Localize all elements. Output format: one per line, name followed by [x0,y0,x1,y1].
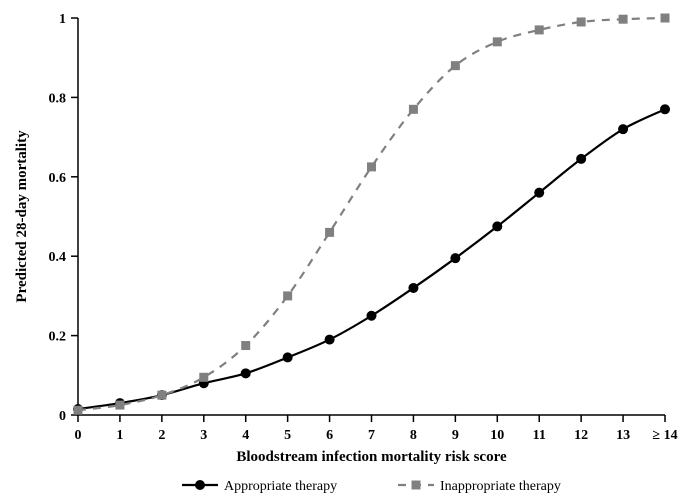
series-marker-inappropriate [283,291,292,300]
series-marker-inappropriate [325,228,334,237]
x-tick-label: 11 [533,428,546,443]
x-tick-label: 9 [452,428,459,443]
series-marker-appropriate [618,124,628,134]
x-tick-label: 8 [410,428,417,443]
mortality-chart: 00.20.40.60.81012345678910111213≥ 14Bloo… [0,0,680,503]
x-tick-label: 6 [326,428,333,443]
y-tick-label: 0.4 [49,250,67,265]
x-tick-label: ≥ 14 [652,428,677,443]
x-tick-label: 7 [368,428,375,443]
x-tick-label: 3 [200,428,207,443]
x-tick-label: 10 [490,428,504,443]
x-tick-label: 13 [616,428,630,443]
x-tick-label: 4 [242,428,249,443]
y-tick-label: 0.6 [49,171,67,186]
series-marker-appropriate [325,335,335,345]
y-tick-label: 0.2 [49,330,67,345]
series-marker-inappropriate [157,391,166,400]
series-marker-inappropriate [199,373,208,382]
series-marker-appropriate [408,283,418,293]
series-marker-appropriate [450,253,460,263]
legend-label-inappropriate: Inappropriate therapy [440,479,561,494]
y-axis-title: Predicted 28-day mortality [14,130,30,303]
x-tick-label: 12 [574,428,588,443]
y-tick-label: 1 [59,12,66,27]
x-tick-label: 1 [116,428,123,443]
series-marker-appropriate [241,368,251,378]
series-marker-inappropriate [241,341,250,350]
series-marker-appropriate [283,352,293,362]
series-marker-appropriate [576,154,586,164]
legend-label-appropriate: Appropriate therapy [224,479,337,494]
y-tick-label: 0.8 [49,91,67,106]
series-marker-inappropriate [409,105,418,114]
series-marker-appropriate [660,104,670,114]
series-marker-inappropriate [115,401,124,410]
series-marker-inappropriate [74,406,83,415]
x-tick-label: 0 [75,428,82,443]
series-marker-inappropriate [493,37,502,46]
series-marker-inappropriate [661,14,670,23]
series-marker-inappropriate [577,17,586,26]
legend-marker-appropriate [195,480,205,490]
series-marker-appropriate [367,311,377,321]
x-tick-label: 5 [284,428,291,443]
series-marker-inappropriate [619,15,628,24]
series-marker-inappropriate [535,25,544,34]
legend-marker-inappropriate [412,481,421,490]
series-marker-inappropriate [451,61,460,70]
series-marker-appropriate [492,221,502,231]
y-tick-label: 0 [59,409,66,424]
series-marker-inappropriate [367,162,376,171]
x-axis-title: Bloodstream infection mortality risk sco… [236,449,507,465]
series-marker-appropriate [534,188,544,198]
x-tick-label: 2 [158,428,165,443]
